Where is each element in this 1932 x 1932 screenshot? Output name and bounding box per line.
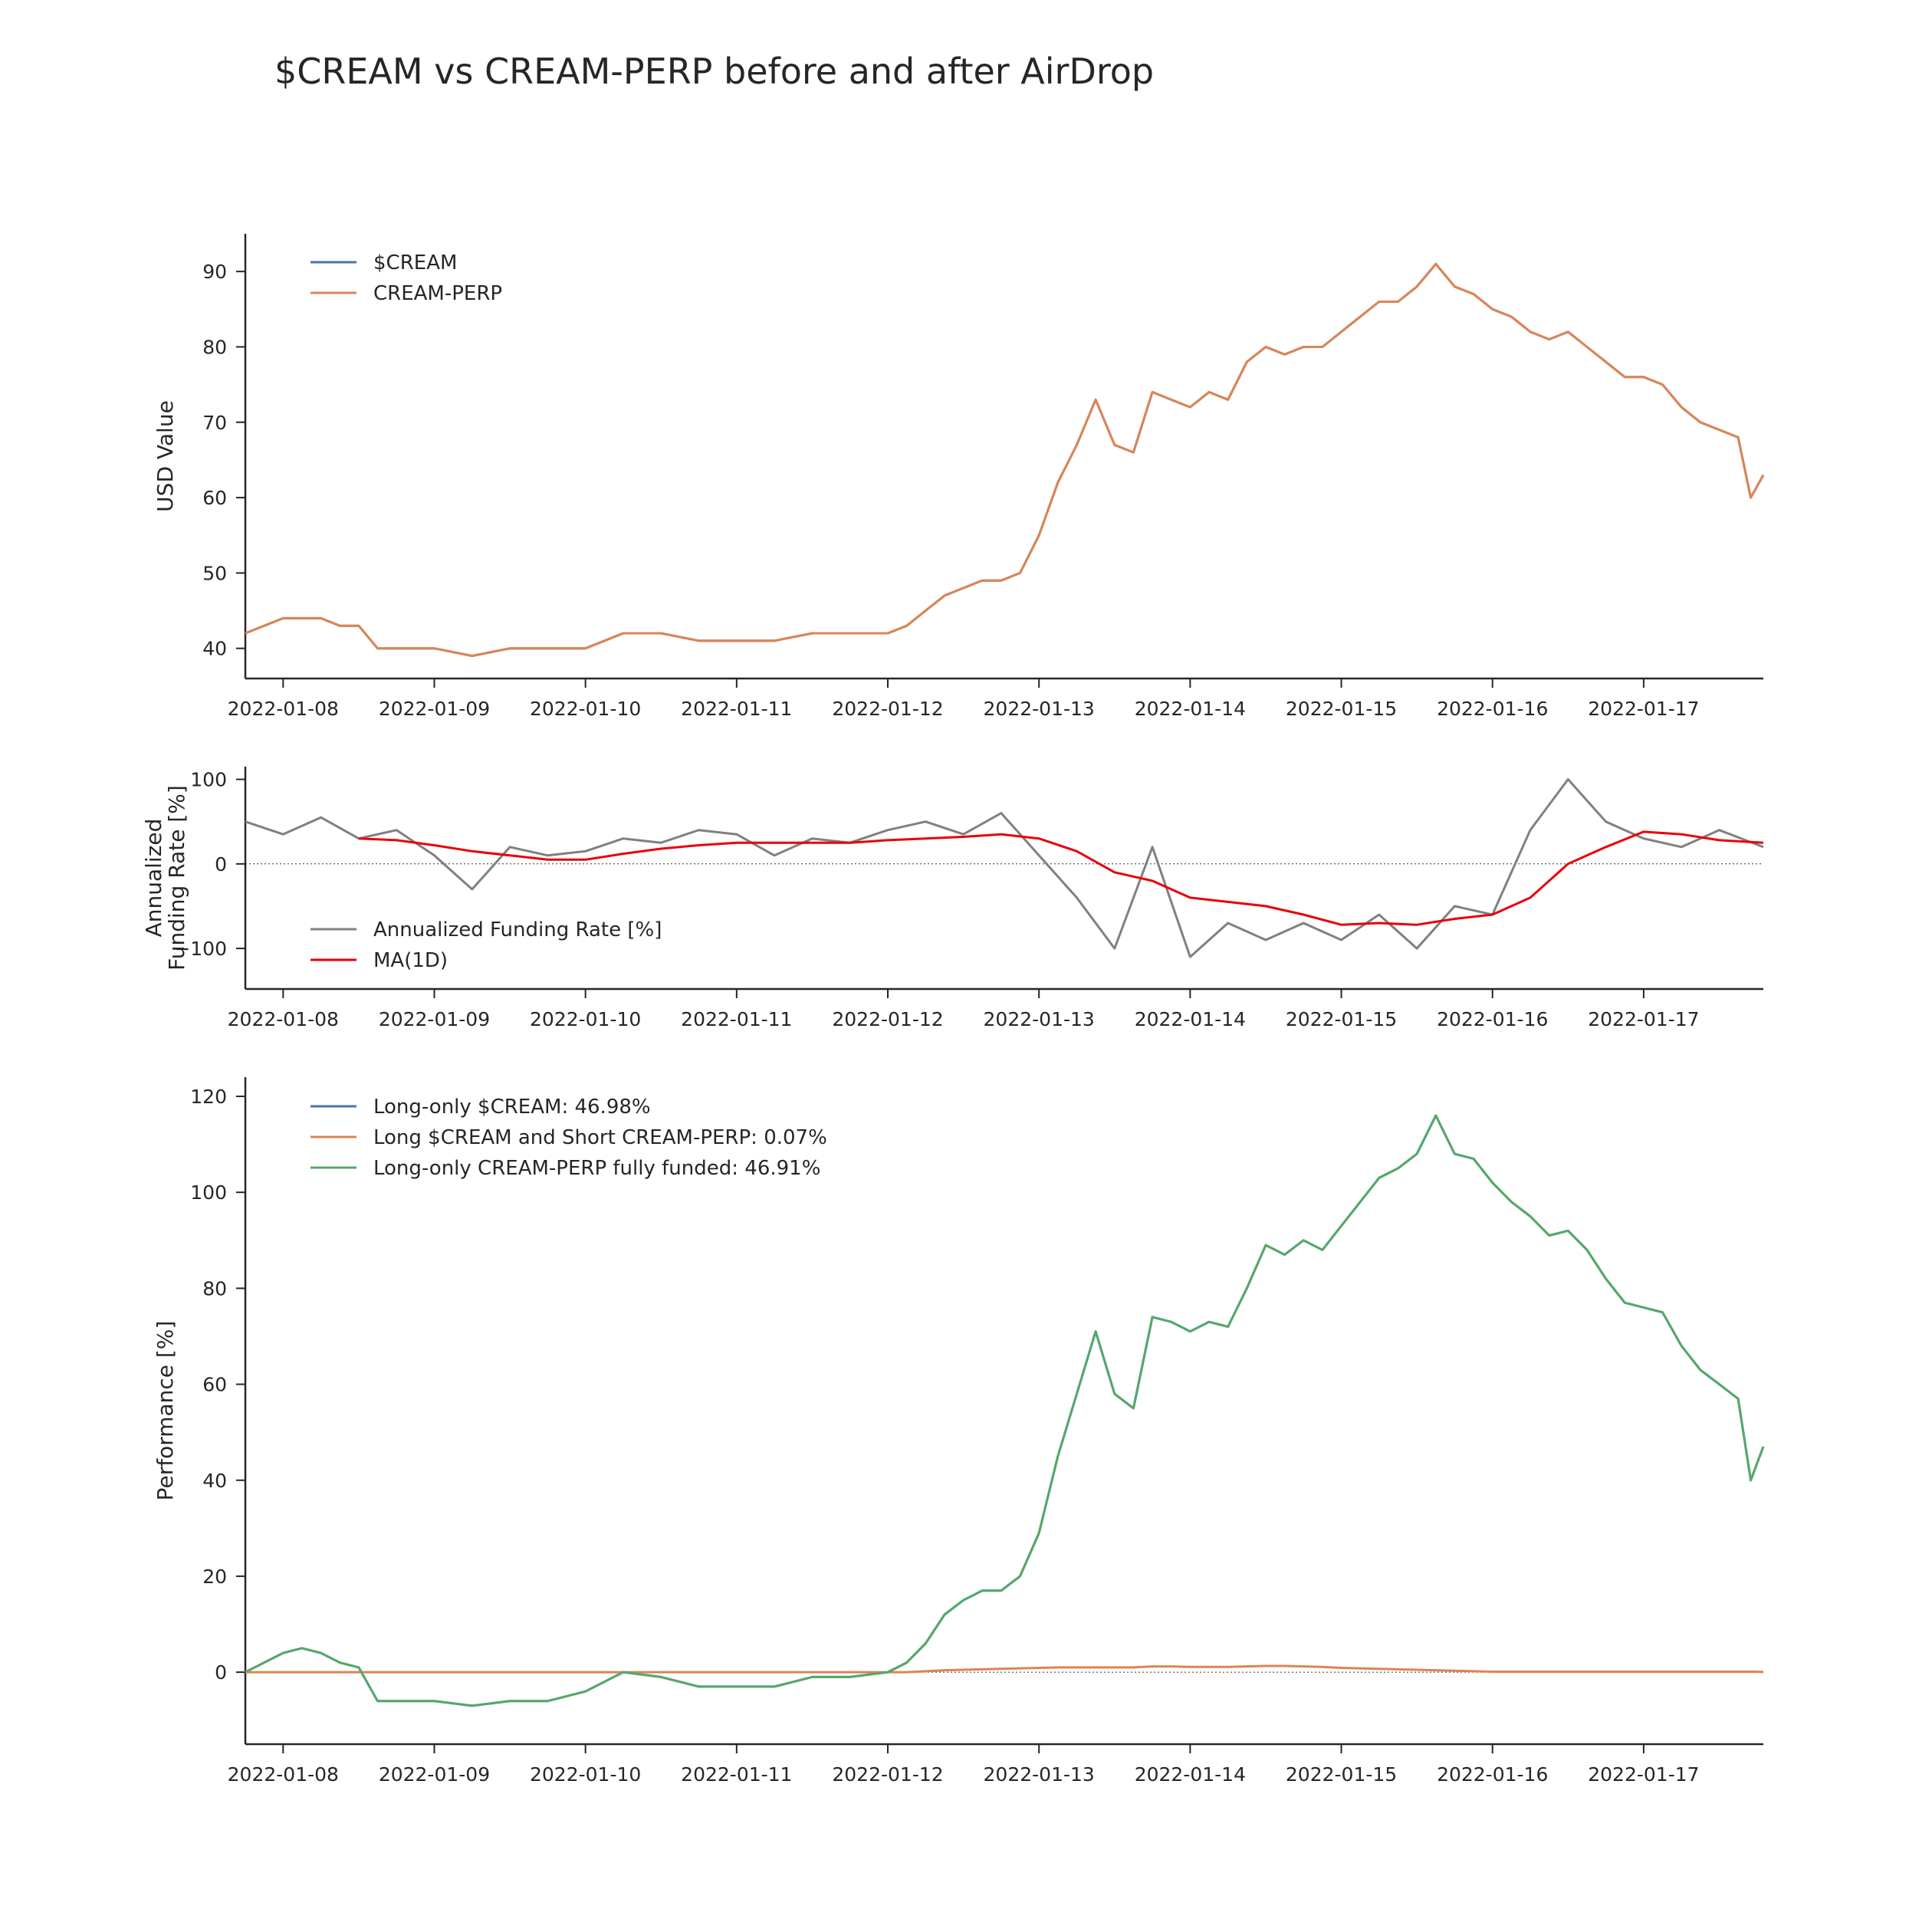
x-tick-label: 2022-01-14 xyxy=(1135,1763,1246,1786)
x-tick-label: 2022-01-10 xyxy=(530,1763,641,1786)
legend-label: MA(1D) xyxy=(373,949,448,972)
y-tick-label: 0 xyxy=(215,1661,227,1684)
chart-panel-2: −100 0 100 2022-01-08 2022-01-09 2022-01-10 20… xyxy=(141,767,1764,1030)
chart-panel-3: 0 20 40 60 80 100 120 2022-01-08 2022-01-09 2022-… xyxy=(153,1077,1765,1786)
y-tick-label: 80 xyxy=(202,336,227,358)
x-tick-label: 2022-01-17 xyxy=(1588,698,1699,720)
y-tick-label: 40 xyxy=(202,638,227,660)
legend-label: Long $CREAM and Short CREAM-PERP: 0.07% xyxy=(373,1126,827,1149)
x-tick-label: 2022-01-16 xyxy=(1437,698,1548,720)
y-tick-label: 40 xyxy=(202,1470,227,1492)
series-line-1-1 xyxy=(245,262,1765,657)
legend-label: Long-only CREAM-PERP fully funded: 46.91… xyxy=(373,1157,820,1180)
y-tick-label: 120 xyxy=(190,1086,227,1108)
series-line-3-2 xyxy=(245,1664,1764,1674)
y-tick-label: −100 xyxy=(174,938,227,960)
series-line-3-3 xyxy=(245,1114,1765,1707)
y-axis-label: Performance [%] xyxy=(153,1321,178,1501)
x-tick-label: 2022-01-08 xyxy=(228,1763,339,1786)
x-tick-label: 2022-01-09 xyxy=(379,1008,490,1030)
x-tick-label: 2022-01-11 xyxy=(681,698,792,720)
legend-label: Annualized Funding Rate [%] xyxy=(373,918,662,941)
x-tick-label: 2022-01-14 xyxy=(1135,698,1246,720)
x-tick-label: 2022-01-13 xyxy=(984,698,1095,720)
x-tick-label: 2022-01-15 xyxy=(1286,1008,1397,1030)
x-tick-label: 2022-01-09 xyxy=(379,1763,490,1786)
y-tick-label: 80 xyxy=(202,1277,227,1300)
y-tick-label: 100 xyxy=(190,1181,227,1204)
series-line-3-1 xyxy=(245,1114,1765,1707)
figure-title: $CREAM vs CREAM-PERP before and after Ai… xyxy=(274,51,1155,92)
x-tick-label: 2022-01-11 xyxy=(681,1008,792,1030)
x-tick-label: 2022-01-12 xyxy=(832,698,943,720)
x-tick-label: 2022-01-15 xyxy=(1286,698,1397,720)
y-tick-label: 50 xyxy=(202,562,227,584)
x-tick-label: 2022-01-15 xyxy=(1286,1763,1397,1786)
x-tick-label: 2022-01-16 xyxy=(1437,1008,1548,1030)
y-tick-label: 60 xyxy=(202,1374,227,1396)
y-tick-label: 70 xyxy=(202,412,227,434)
chart-panel-1: 40 50 60 70 80 90 2022-01-08 2022-01-09 2022-01-… xyxy=(153,234,1765,720)
y-tick-label: 90 xyxy=(202,261,227,283)
x-tick-label: 2022-01-16 xyxy=(1437,1763,1548,1786)
legend-label: CREAM-PERP xyxy=(373,282,502,305)
series-line-1-2 xyxy=(245,262,1765,657)
x-tick-label: 2022-01-13 xyxy=(984,1763,1095,1786)
y-tick-label: 60 xyxy=(202,487,227,509)
series-line-2-1 xyxy=(245,778,1764,958)
legend-label: $CREAM xyxy=(373,251,457,274)
x-tick-label: 2022-01-10 xyxy=(530,698,641,720)
x-tick-label: 2022-01-14 xyxy=(1135,1008,1246,1030)
x-tick-label: 2022-01-12 xyxy=(832,1763,943,1786)
series-line-2-2 xyxy=(358,830,1764,926)
legend-label: Long-only $CREAM: 46.98% xyxy=(373,1096,651,1119)
y-axis-label: Annualized xyxy=(141,819,166,938)
x-tick-label: 2022-01-11 xyxy=(681,1763,792,1786)
y-axis-label: Funding Rate [%] xyxy=(164,785,189,971)
y-tick-label: 0 xyxy=(215,853,227,876)
y-tick-label: 100 xyxy=(190,769,227,791)
x-tick-label: 2022-01-08 xyxy=(228,698,339,720)
y-tick-label: 20 xyxy=(202,1566,227,1588)
y-axis-label: USD Value xyxy=(153,400,178,512)
x-tick-label: 2022-01-08 xyxy=(228,1008,339,1030)
x-tick-label: 2022-01-09 xyxy=(379,698,490,720)
x-tick-label: 2022-01-17 xyxy=(1588,1008,1699,1030)
x-tick-label: 2022-01-10 xyxy=(530,1008,641,1030)
x-tick-label: 2022-01-12 xyxy=(832,1008,943,1030)
x-tick-label: 2022-01-13 xyxy=(984,1008,1095,1030)
x-tick-label: 2022-01-17 xyxy=(1588,1763,1699,1786)
